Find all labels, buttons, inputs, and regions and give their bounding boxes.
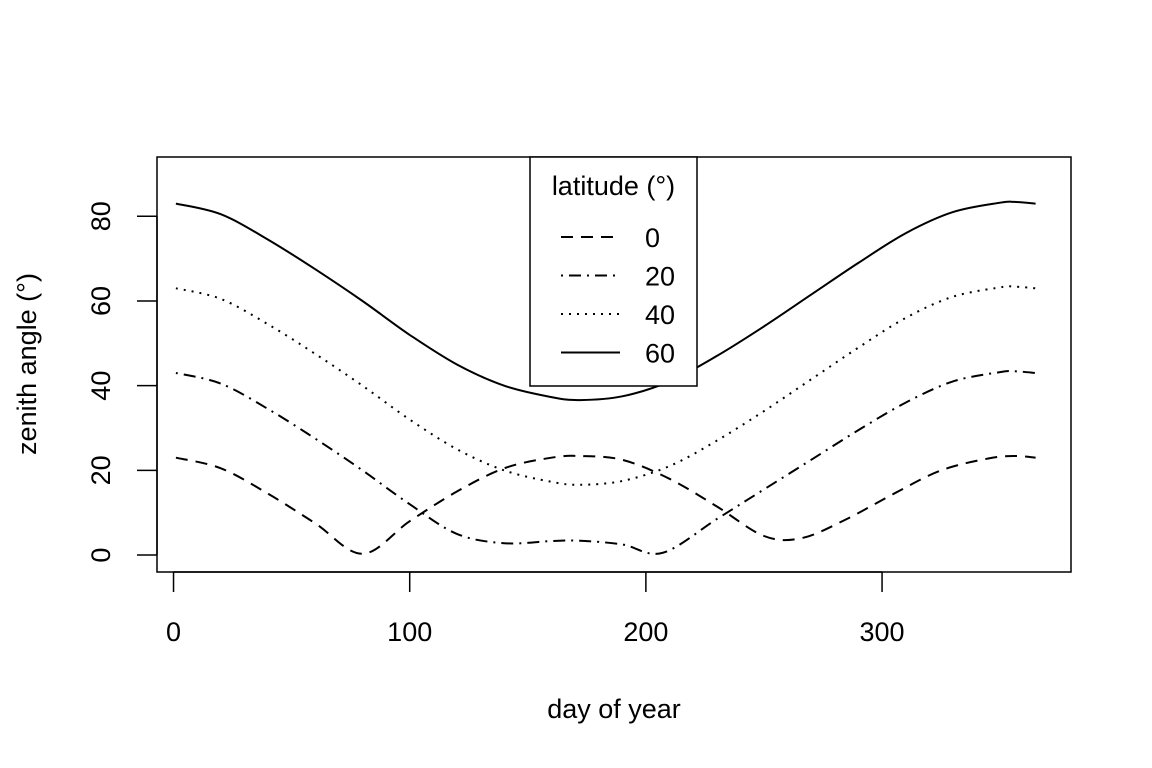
legend-box	[529, 156, 698, 387]
y-axis-label: zenith angle (°)	[12, 273, 42, 455]
y-tick-label: 0	[86, 548, 116, 563]
legend-label-40: 40	[645, 300, 675, 330]
series-line-latitude-20	[175, 369, 1036, 555]
y-axis: 0 20 40 60 80	[86, 201, 158, 563]
x-axis-label: day of year	[547, 694, 681, 724]
y-tick-label: 20	[86, 455, 116, 485]
series-line-latitude-60	[175, 200, 1036, 402]
x-tick-label: 0	[166, 617, 181, 647]
legend: latitude (°) 0 20 40 60	[529, 156, 698, 387]
y-tick-label: 80	[86, 201, 116, 231]
x-axis: 0 100 200 300	[166, 571, 905, 647]
legend-label-0: 0	[645, 223, 660, 253]
legend-label-20: 20	[645, 262, 675, 292]
y-tick-label: 60	[86, 286, 116, 316]
legend-label-60: 60	[645, 339, 675, 369]
legend-entries: 0 20 40 60	[561, 223, 675, 369]
y-tick-label: 40	[86, 371, 116, 401]
series-layer	[175, 200, 1036, 555]
x-tick-label: 300	[860, 617, 905, 647]
series-line-latitude-0	[175, 454, 1036, 555]
x-tick-label: 200	[623, 617, 668, 647]
legend-title: latitude (°)	[552, 171, 675, 201]
x-tick-label: 100	[387, 617, 432, 647]
